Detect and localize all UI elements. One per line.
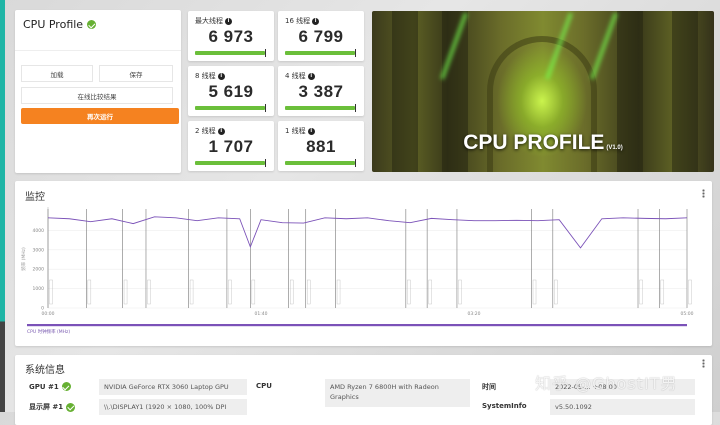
check-circle-icon	[66, 402, 76, 412]
info-icon[interactable]: i	[217, 127, 225, 135]
monitoring-panel: 监控 0 1000 2000 3000 4000 频率 (MHz) 00:00 01:40 03…	[15, 181, 712, 346]
score-bar	[285, 49, 356, 57]
load-button[interactable]: 加载	[21, 65, 93, 82]
score-label: 1 线程	[285, 127, 306, 135]
gpu-label: GPU #1	[29, 382, 71, 391]
score-tile-16-threads: 16 线程 i 6 799	[278, 11, 364, 61]
score-label: 8 线程	[195, 72, 216, 80]
run-again-button[interactable]: 再次运行	[21, 108, 179, 124]
compare-online-button[interactable]: 在线比较结果	[21, 87, 173, 104]
svg-text:2000: 2000	[33, 267, 45, 273]
banner-title-text: CPU PROFILE	[463, 131, 605, 154]
benchmark-banner-image: CPU PROFILE (V1.0)	[372, 11, 714, 172]
score-value: 3 387	[298, 82, 344, 101]
benchmark-title: CPU Profile	[23, 18, 97, 31]
benchmark-name: CPU Profile	[23, 18, 84, 31]
systeminfo-key: SystemInfo	[482, 402, 527, 410]
score-value: 1 707	[208, 137, 254, 156]
display-label: 显示屏 #1	[29, 402, 76, 412]
systeminfo-label: SystemInfo	[482, 402, 527, 410]
display-value: \\.\DISPLAY1 (1920 × 1080, 100% DPI	[99, 399, 247, 415]
clock-frequency-chart[interactable]: 0 1000 2000 3000 4000 频率 (MHz) 00:00 01:40 03:20…	[15, 181, 712, 346]
score-value: 5 619	[208, 82, 254, 101]
info-icon[interactable]: i	[217, 72, 225, 80]
score-bar	[195, 104, 266, 112]
score-tile-4-threads: 4 线程 i 3 387	[278, 66, 364, 116]
banner-version: (V1.0)	[606, 145, 623, 151]
systeminfo-value: v5.50.1092	[550, 399, 695, 415]
svg-text:3000: 3000	[33, 247, 45, 253]
score-value: 881	[306, 137, 336, 156]
watermark: 知乎 @GhostIT男	[535, 374, 678, 393]
score-label: 16 线程	[285, 17, 311, 25]
svg-text:4000: 4000	[33, 228, 45, 234]
svg-text:频率 (MHz): 频率 (MHz)	[20, 247, 27, 271]
system-info-title: 系统信息	[25, 365, 65, 376]
score-tile-2-threads: 2 线程 i 1 707	[188, 121, 274, 171]
benchmark-control-panel: CPU Profile 加载 保存 在线比较结果 再次运行	[15, 10, 181, 173]
more-options-icon[interactable]	[702, 189, 705, 198]
score-tile-1-thread: 1 线程 i 881	[278, 121, 364, 171]
score-value: 6 799	[298, 27, 344, 46]
svg-text:01:40: 01:40	[255, 311, 268, 317]
gpu-value: NVIDIA GeForce RTX 3060 Laptop GPU	[99, 379, 247, 395]
score-bar	[285, 159, 356, 167]
check-circle-icon	[87, 20, 97, 29]
info-icon[interactable]: i	[225, 17, 232, 25]
gpu-key: GPU #1	[29, 382, 59, 391]
save-button[interactable]: 保存	[99, 65, 173, 82]
info-icon[interactable]: i	[307, 72, 315, 80]
pillar-decoration	[617, 11, 643, 172]
svg-text:1000: 1000	[33, 286, 45, 292]
score-label: 2 线程	[195, 127, 216, 135]
svg-text:0: 0	[41, 306, 44, 312]
time-value: 2022-05-... +08:00	[550, 379, 695, 395]
svg-text:00:00: 00:00	[42, 311, 55, 317]
score-tile-8-threads: 8 线程 i 5 619	[188, 66, 274, 116]
glow-decoration	[590, 12, 618, 80]
divider	[15, 50, 181, 51]
banner-title: CPU PROFILE (V1.0)	[372, 131, 714, 155]
check-circle-icon	[61, 382, 71, 391]
pillar-decoration	[672, 11, 698, 172]
score-label: 最大线程	[195, 17, 223, 25]
more-options-icon[interactable]	[702, 359, 705, 368]
window-edge	[0, 0, 5, 412]
chart-legend[interactable]: CPU 时钟频率 (MHz)	[27, 330, 71, 335]
cpu-label: CPU	[256, 382, 272, 390]
arch-decoration	[487, 36, 597, 172]
time-key: 时间	[482, 383, 496, 391]
score-label: 4 线程	[285, 72, 306, 80]
info-icon[interactable]: i	[312, 17, 320, 25]
info-icon[interactable]: i	[307, 127, 315, 135]
score-value: 6 973	[208, 27, 254, 46]
time-label: 时间	[482, 382, 496, 392]
score-bar	[195, 49, 266, 57]
monitoring-title: 监控	[25, 192, 45, 203]
score-bar	[285, 104, 356, 112]
cpu-key: CPU	[256, 382, 272, 390]
svg-text:03:20: 03:20	[468, 311, 481, 317]
display-key: 显示屏 #1	[29, 403, 64, 411]
svg-text:05:00: 05:00	[681, 311, 694, 317]
pillar-decoration	[392, 11, 418, 172]
cpu-value: AMD Ryzen 7 6800H with Radeon Graphics	[325, 379, 470, 407]
score-tile-max-threads: 最大线程 i 6 973	[188, 11, 274, 61]
score-bar	[195, 159, 266, 167]
